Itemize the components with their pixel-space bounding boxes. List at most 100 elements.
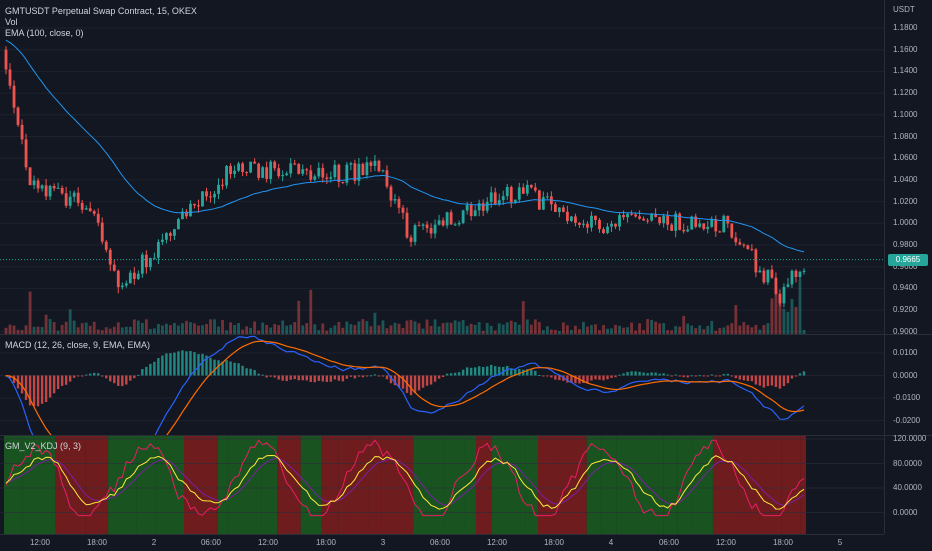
volume-bar xyxy=(225,330,228,334)
macd-histogram-bar xyxy=(754,375,758,385)
candle-body xyxy=(790,270,794,285)
volume-bar xyxy=(8,324,12,334)
macd-histogram-bar xyxy=(32,375,36,407)
macd-histogram-bar xyxy=(137,374,140,376)
volume-bar xyxy=(658,323,662,334)
volume-bar xyxy=(261,322,265,334)
candle-body xyxy=(754,249,758,273)
macd-histogram-bar xyxy=(201,353,204,376)
macd-histogram-bar xyxy=(618,374,621,376)
price-axis-label: 1.0600 xyxy=(893,153,918,163)
volume-bar xyxy=(373,312,377,334)
volume-bar xyxy=(253,321,257,334)
candle-body xyxy=(128,272,132,284)
kdj-axis[interactable]: 120.0000 80.0000 40.0000 0.0000 xyxy=(884,434,932,534)
macd-histogram-bar xyxy=(325,375,329,382)
macd-label: MACD (12, 26, close, 9, EMA, EMA) xyxy=(5,340,151,350)
candle-body xyxy=(421,224,425,226)
macd-histogram-bar xyxy=(145,366,148,376)
time-axis[interactable]: 12:00 18:00 2 06:00 12:00 18:00 3 06:00 12:00 18:… xyxy=(0,534,884,551)
volume-bar xyxy=(44,314,48,334)
macd-histogram-bar xyxy=(594,375,597,380)
macd-histogram-bar xyxy=(570,375,573,383)
kdj-regime-block xyxy=(368,436,382,534)
candle-body xyxy=(786,284,790,287)
candle-body xyxy=(329,177,333,179)
volume-bar xyxy=(76,327,80,334)
candle-body xyxy=(249,161,253,173)
macd-histogram-bar xyxy=(68,375,72,382)
macd-histogram-bar xyxy=(425,375,429,386)
macd-histogram-bar xyxy=(385,375,389,380)
macd-histogram-bar xyxy=(229,361,232,376)
candle-body xyxy=(297,164,301,174)
candle-body xyxy=(706,226,710,230)
volume-bar xyxy=(64,321,68,334)
macd-chart[interactable] xyxy=(0,335,884,435)
ema-label: EMA (100, close, 0) xyxy=(5,28,84,38)
candle-body xyxy=(8,69,12,86)
candle-body xyxy=(594,215,597,220)
candle-body xyxy=(116,270,120,288)
macd-histogram-bar xyxy=(690,375,693,377)
volume-bar xyxy=(317,330,321,334)
candle-body xyxy=(477,203,481,211)
kdj-regime-block xyxy=(538,436,555,534)
pane-divider[interactable] xyxy=(0,334,932,335)
macd-histogram-bar xyxy=(750,375,754,382)
candle-body xyxy=(241,163,244,173)
kdj-regime-block xyxy=(642,436,664,534)
candle-body xyxy=(485,201,489,211)
candle-body xyxy=(461,210,465,223)
price-axis[interactable]: USDT 1.1800 1.1600 1.1400 1.1200 1.1000 1.080… xyxy=(884,0,932,336)
kdj-chart[interactable] xyxy=(0,436,884,534)
volume-bar xyxy=(401,327,405,334)
volume-bar xyxy=(706,325,710,334)
volume-bar xyxy=(513,322,517,334)
macd-histogram-bar xyxy=(285,375,288,382)
candle-body xyxy=(108,249,112,265)
macd-axis[interactable]: 0.0100 0.0000 -0.0100 -0.0200 xyxy=(884,335,932,435)
candle-body xyxy=(417,225,421,227)
price-pane[interactable]: GMTUSDT Perpetual Swap Contract, 15, OKE… xyxy=(0,0,884,334)
candle-body xyxy=(429,228,433,234)
macd-histogram-bar xyxy=(89,373,92,376)
volume-bar xyxy=(152,328,156,334)
volume-bar xyxy=(662,323,666,334)
kdj-pane[interactable]: GM_V2_KDJ (9, 3) xyxy=(0,436,884,534)
price-chart[interactable] xyxy=(0,0,884,334)
volume-bar xyxy=(445,322,449,334)
candle-body xyxy=(646,220,650,222)
candle-body xyxy=(710,219,714,227)
macd-histogram-bar xyxy=(694,375,697,377)
volume-bar xyxy=(441,323,445,334)
macd-histogram-bar xyxy=(349,375,353,377)
volume-bar xyxy=(140,322,144,334)
time-axis-label: 4 xyxy=(608,538,614,547)
volume-bar xyxy=(104,327,108,334)
volume-bar xyxy=(393,322,397,334)
macd-histogram-bar xyxy=(626,372,629,376)
macd-histogram-bar xyxy=(209,357,212,376)
macd-pane[interactable]: MACD (12, 26, close, 9, EMA, EMA) xyxy=(0,335,884,435)
volume-bar xyxy=(293,322,297,334)
pane-divider[interactable] xyxy=(0,435,932,436)
kdj-regime-block xyxy=(491,436,526,534)
candle-body xyxy=(802,270,806,272)
candle-body xyxy=(493,192,497,205)
volume-bar xyxy=(634,330,637,334)
candle-body xyxy=(582,223,585,225)
volume-bar xyxy=(457,321,461,334)
volume-bar xyxy=(517,324,521,334)
volume-bar xyxy=(209,319,212,334)
candle-body xyxy=(273,161,277,169)
kdj-regime-block xyxy=(108,436,137,534)
candle-body xyxy=(405,212,409,238)
volume-bar xyxy=(229,322,232,334)
macd-histogram-bar xyxy=(113,375,116,384)
volume-bar xyxy=(485,322,489,334)
macd-histogram-bar xyxy=(249,368,252,376)
macd-histogram-bar xyxy=(742,375,746,381)
candle-body xyxy=(52,186,56,189)
macd-histogram-bar xyxy=(293,375,296,380)
